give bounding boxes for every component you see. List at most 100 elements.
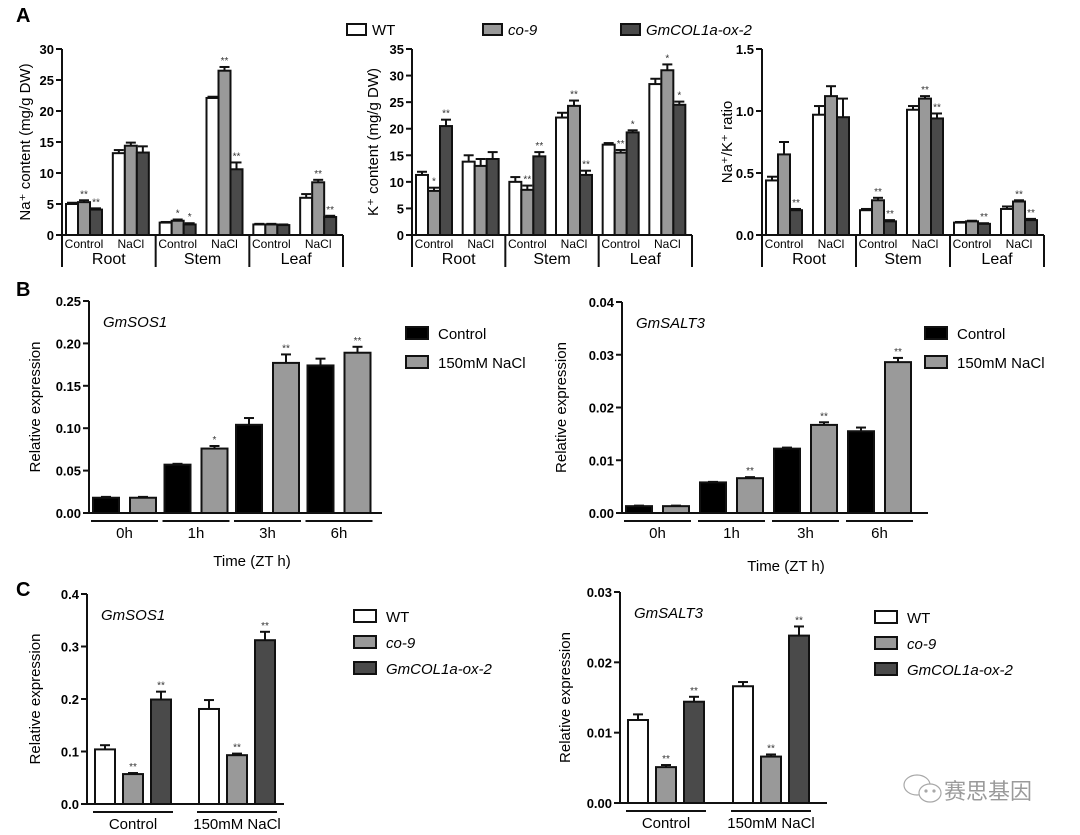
- bar: [111, 152, 126, 236]
- bar: [906, 108, 920, 236]
- significance-marker: **: [617, 139, 625, 150]
- significance-marker: **: [221, 56, 229, 67]
- x-group-label: Stem: [184, 251, 221, 268]
- y-tick-label: 0.05: [56, 464, 81, 479]
- x-axis-label: Time (ZT h): [213, 553, 291, 570]
- y-tick-label: 0.10: [56, 421, 81, 436]
- x-category-label: 1h: [723, 525, 740, 542]
- y-tick-label: 15: [390, 148, 404, 163]
- x-category-label: 3h: [259, 525, 276, 542]
- y-tick-label: 30: [40, 42, 54, 57]
- significance-marker: **: [92, 197, 100, 208]
- y-tick-label: 0.3: [61, 640, 79, 655]
- bar: [122, 773, 144, 806]
- bar: [918, 97, 932, 236]
- bar: [732, 685, 754, 804]
- significance-marker: *: [176, 209, 180, 220]
- significance-marker: **: [261, 621, 269, 632]
- bar: [977, 222, 991, 236]
- legend-label: 150mM NaCl: [957, 355, 1045, 372]
- x-subcategory-label: Control: [953, 237, 992, 251]
- bar: [170, 219, 185, 237]
- bar: [272, 361, 300, 514]
- x-group-label: Leaf: [981, 251, 1013, 268]
- bar: [625, 505, 653, 514]
- legend-swatch-co9: [482, 23, 503, 36]
- y-tick-label: 0.02: [587, 655, 612, 670]
- y-tick-label: 0.4: [61, 587, 80, 602]
- bar: [883, 220, 897, 237]
- bar: [736, 477, 764, 514]
- bar: [567, 104, 581, 236]
- bar: [699, 481, 727, 514]
- bar: [655, 766, 677, 805]
- y-tick-label: 0.01: [589, 453, 614, 468]
- x-group-label: Root: [92, 251, 126, 268]
- bar: [773, 447, 801, 514]
- bar: [613, 151, 628, 236]
- significance-marker: **: [582, 160, 590, 171]
- legend-swatch-gmcol: [620, 23, 641, 36]
- gene-name-label: GmSALT3: [636, 315, 706, 332]
- y-axis-label: Na⁺/K⁺ ratio: [719, 101, 736, 184]
- bar: [555, 116, 569, 236]
- x-subcategory-label: Control: [859, 237, 898, 251]
- y-tick-label: 20: [390, 122, 404, 137]
- watermark-text: 赛思基因: [944, 780, 1032, 805]
- bar: [760, 755, 782, 805]
- bar: [777, 153, 791, 236]
- y-tick-label: 30: [390, 69, 404, 84]
- x-subcategory-label: NaCl: [818, 237, 845, 251]
- bar: [579, 173, 593, 237]
- bar: [323, 216, 338, 237]
- y-tick-label: 0.00: [589, 506, 614, 521]
- bar: [871, 199, 885, 236]
- x-category-label: Control: [109, 816, 157, 833]
- y-tick-label: 0: [47, 228, 54, 243]
- chart-gmsalt3-genotype: 0.00 0.01 0.02 0.03 Relative expression ** ** C…: [557, 585, 1014, 832]
- x-subcategory-label: NaCl: [654, 237, 681, 251]
- significance-marker: **: [80, 189, 88, 200]
- significance-marker: *: [213, 435, 217, 446]
- y-tick-label: 0.15: [56, 379, 81, 394]
- x-group-label: Leaf: [630, 251, 662, 268]
- legend-label: Control: [957, 326, 1005, 343]
- bar: [229, 168, 244, 236]
- legend-label: GmCOL1a-ox-2: [907, 662, 1014, 679]
- y-tick-label: 0.0: [736, 228, 754, 243]
- bar: [306, 364, 335, 514]
- x-category-label: 6h: [331, 525, 348, 542]
- bar: [788, 634, 810, 805]
- significance-marker: **: [1027, 208, 1035, 219]
- y-tick-label: 0.5: [736, 166, 754, 181]
- bar: [1012, 200, 1026, 237]
- x-category-label: 3h: [797, 525, 814, 542]
- y-tick-label: 0.00: [56, 506, 81, 521]
- bar: [810, 423, 838, 514]
- x-subcategory-label: Control: [415, 237, 454, 251]
- bar: [205, 96, 220, 237]
- wechat-icon: [903, 774, 942, 803]
- bar: [648, 83, 663, 237]
- bar: [427, 189, 441, 237]
- x-subcategory-label: NaCl: [305, 237, 332, 251]
- legend-swatch: [874, 662, 898, 676]
- y-tick-label: 0.02: [589, 401, 614, 416]
- bar: [235, 423, 263, 515]
- x-category-label: Control: [642, 815, 690, 832]
- legend-swatch: [874, 610, 898, 624]
- significance-marker: **: [570, 90, 578, 101]
- legend-swatch: [353, 635, 377, 649]
- bar: [77, 201, 91, 236]
- significance-marker: **: [662, 754, 670, 765]
- significance-marker: **: [233, 743, 241, 754]
- x-subcategory-label: Control: [601, 237, 640, 251]
- bar: [299, 196, 314, 237]
- bar: [198, 707, 220, 805]
- x-subcategory-label: Control: [508, 237, 547, 251]
- x-group-label: Root: [792, 251, 826, 268]
- x-subcategory-label: NaCl: [912, 237, 939, 251]
- significance-marker: **: [933, 102, 941, 113]
- y-tick-label: 25: [40, 73, 54, 88]
